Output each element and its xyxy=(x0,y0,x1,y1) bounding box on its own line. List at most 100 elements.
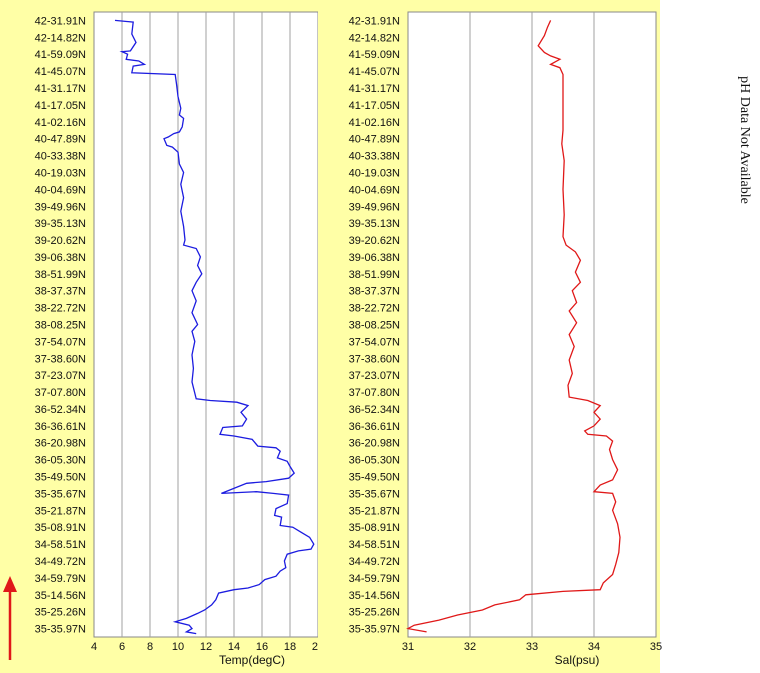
temperature-y-tick-label: 35-35.97N xyxy=(35,624,86,636)
temperature-y-tick-label: 34-59.79N xyxy=(35,573,86,585)
salinity-y-tick-label: 36-52.34N xyxy=(349,404,400,416)
temperature-x-tick-label: 8 xyxy=(147,641,153,653)
temperature-y-tick-label: 38-37.37N xyxy=(35,286,86,298)
salinity-y-tick-label: 36-20.98N xyxy=(349,438,400,450)
temperature-y-tick-label: 39-20.62N xyxy=(35,235,86,247)
temperature-y-tick-label: 34-49.72N xyxy=(35,556,86,568)
temperature-y-tick-label: 39-49.96N xyxy=(35,201,86,213)
temperature-y-tick-label: 40-19.03N xyxy=(35,167,86,179)
salinity-y-tick-label: 42-14.82N xyxy=(349,32,400,44)
salinity-y-tick-labels: 42-31.91N 42-14.82N 41-59.09N 41-45.07N 41-3… xyxy=(349,15,400,635)
salinity-y-tick-label: 39-20.62N xyxy=(349,235,400,247)
salinity-y-tick-label: 41-45.07N xyxy=(349,66,400,78)
salinity-y-tick-label: 35-08.91N xyxy=(349,522,400,534)
salinity-y-tick-label: 38-51.99N xyxy=(349,269,400,281)
temperature-y-tick-label: 35-49.50N xyxy=(35,472,86,484)
salinity-y-tick-label: 38-08.25N xyxy=(349,320,400,332)
salinity-y-tick-label: 37-54.07N xyxy=(349,336,400,348)
salinity-x-tick-labels: 31 32 33 34 35 xyxy=(402,641,662,653)
temperature-y-tick-label: 40-47.89N xyxy=(35,134,86,146)
salinity-y-tick-label: 36-36.61N xyxy=(349,421,400,433)
temperature-y-tick-label: 41-45.07N xyxy=(35,66,86,78)
direction-arrow-head xyxy=(3,576,17,592)
temperature-x-tick-label: 4 xyxy=(91,641,97,653)
temperature-gridlines xyxy=(121,12,291,637)
salinity-y-tick-label: 35-35.67N xyxy=(349,488,400,500)
temperature-y-tick-label: 35-14.56N xyxy=(35,590,86,602)
temperature-y-tick-label: 37-23.07N xyxy=(35,370,86,382)
temperature-y-tick-label: 35-21.87N xyxy=(35,505,86,517)
salinity-y-tick-label: 34-59.79N xyxy=(349,573,400,585)
salinity-y-tick-label: 39-06.38N xyxy=(349,252,400,264)
direction-arrow xyxy=(3,576,17,660)
salinity-y-tick-label: 36-05.30N xyxy=(349,455,400,467)
temperature-x-tick-label: 10 xyxy=(172,641,184,653)
temperature-y-tick-label: 40-33.38N xyxy=(35,151,86,163)
temperature-y-tick-label: 42-31.91N xyxy=(35,15,86,27)
temperature-y-tick-label: 36-20.98N xyxy=(35,438,86,450)
temperature-y-tick-label: 41-31.17N xyxy=(35,83,86,95)
temperature-y-tick-label: 41-02.16N xyxy=(35,117,86,129)
salinity-y-tick-label: 39-49.96N xyxy=(349,201,400,213)
salinity-y-tick-label: 38-37.37N xyxy=(349,286,400,298)
temperature-y-tick-label: 36-05.30N xyxy=(35,455,86,467)
temperature-x-axis-title: Temp(degC) xyxy=(219,653,285,667)
salinity-gridlines xyxy=(469,12,595,637)
salinity-y-tick-label: 35-21.87N xyxy=(349,505,400,517)
temperature-series-line xyxy=(114,19,315,635)
temperature-y-tick-label: 38-51.99N xyxy=(35,269,86,281)
temperature-panel: 42-31.91N 42-14.82N 41-59.09N 41-45.07N 41-3… xyxy=(0,0,324,673)
temperature-x-tick-label: 18 xyxy=(284,641,296,653)
temperature-y-tick-label: 39-06.38N xyxy=(35,252,86,264)
salinity-y-tick-label: 40-04.69N xyxy=(349,184,400,196)
salinity-y-tick-label: 41-17.05N xyxy=(349,100,400,112)
temperature-y-tick-label: 37-38.60N xyxy=(35,353,86,365)
temperature-y-tick-label: 36-52.34N xyxy=(35,404,86,416)
temperature-y-tick-label: 35-25.26N xyxy=(35,607,86,619)
salinity-x-tick-label: 34 xyxy=(588,641,600,653)
temperature-y-tick-label: 37-07.80N xyxy=(35,387,86,399)
salinity-y-tick-label: 35-25.26N xyxy=(349,607,400,619)
salinity-series-line xyxy=(406,20,621,633)
salinity-y-tick-label: 41-31.17N xyxy=(349,83,400,95)
ph-unavailable-note: pH Data Not Available xyxy=(737,76,752,204)
temperature-y-tick-labels: 42-31.91N 42-14.82N 41-59.09N 41-45.07N 41-3… xyxy=(35,15,86,635)
temperature-y-tick-label: 38-22.72N xyxy=(35,303,86,315)
salinity-y-tick-label: 35-14.56N xyxy=(349,590,400,602)
temperature-y-tick-label: 35-08.91N xyxy=(35,522,86,534)
salinity-y-tick-label: 42-31.91N xyxy=(349,15,400,27)
temperature-x-tick-label: 14 xyxy=(228,641,240,653)
temperature-y-tick-label: 38-08.25N xyxy=(35,320,86,332)
salinity-x-tick-label: 35 xyxy=(650,641,662,653)
salinity-y-tick-label: 39-35.13N xyxy=(349,218,400,230)
salinity-y-tick-label: 37-38.60N xyxy=(349,353,400,365)
salinity-x-tick-label: 33 xyxy=(526,641,538,653)
salinity-panel: 42-31.91N 42-14.82N 41-59.09N 41-45.07N 41-3… xyxy=(318,0,662,673)
salinity-y-tick-label: 38-22.72N xyxy=(349,303,400,315)
salinity-y-tick-label: 35-49.50N xyxy=(349,472,400,484)
salinity-x-axis-title: Sal(psu) xyxy=(555,653,600,667)
temperature-x-tick-label: 12 xyxy=(200,641,212,653)
salinity-y-tick-label: 41-59.09N xyxy=(349,49,400,61)
temperature-y-tick-label: 41-17.05N xyxy=(35,100,86,112)
temperature-y-tick-label: 35-35.67N xyxy=(35,488,86,500)
salinity-y-tick-label: 37-07.80N xyxy=(349,387,400,399)
temperature-y-tick-label: 42-14.82N xyxy=(35,32,86,44)
temperature-y-tick-label: 34-58.51N xyxy=(35,539,86,551)
temperature-x-tick-label: 6 xyxy=(119,641,125,653)
temperature-y-tick-label: 36-36.61N xyxy=(35,421,86,433)
salinity-y-tick-label: 40-47.89N xyxy=(349,134,400,146)
temperature-y-tick-label: 39-35.13N xyxy=(35,218,86,230)
temperature-y-tick-label: 40-04.69N xyxy=(35,184,86,196)
salinity-y-tick-label: 34-49.72N xyxy=(349,556,400,568)
salinity-y-tick-label: 41-02.16N xyxy=(349,117,400,129)
temperature-y-tick-label: 37-54.07N xyxy=(35,336,86,348)
salinity-y-tick-label: 40-33.38N xyxy=(349,151,400,163)
salinity-y-tick-label: 34-58.51N xyxy=(349,539,400,551)
salinity-y-tick-label: 35-35.97N xyxy=(349,624,400,636)
temperature-y-tick-label: 41-59.09N xyxy=(35,49,86,61)
temperature-x-tick-label: 16 xyxy=(256,641,268,653)
salinity-y-tick-label: 37-23.07N xyxy=(349,370,400,382)
salinity-y-tick-label: 40-19.03N xyxy=(349,167,400,179)
